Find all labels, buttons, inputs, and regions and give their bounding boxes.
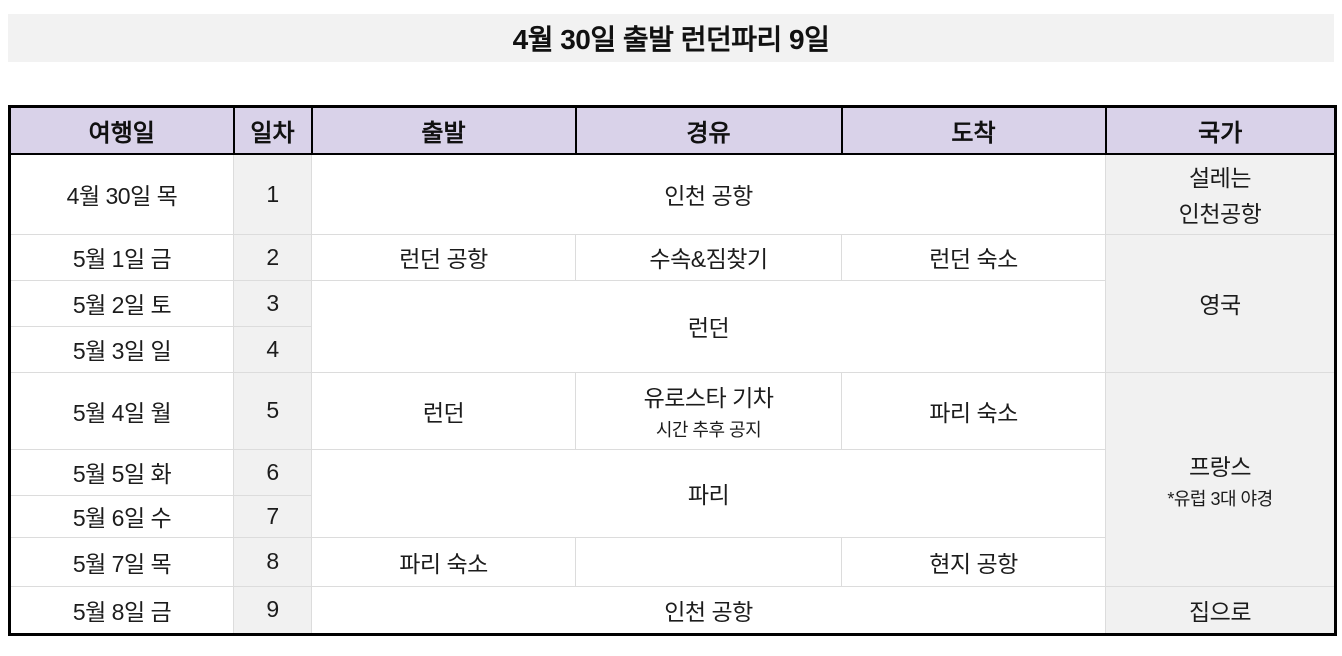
cell-day-number: 2 bbox=[233, 233, 312, 281]
cell-travel-date: 4월 30일 목 bbox=[9, 153, 234, 235]
country-main-label: 프랑스 bbox=[1189, 453, 1251, 480]
cell-day-number: 5 bbox=[233, 371, 312, 450]
country-line-2: 인천공항 bbox=[1178, 201, 1262, 228]
cell-departure: 런던 공항 bbox=[311, 233, 576, 281]
cell-day-number: 4 bbox=[233, 325, 312, 373]
header-cell-country: 국가 bbox=[1104, 105, 1337, 155]
itinerary-table: 여행일 일차 출발 경유 도착 국가 4월 30일 목 1 인천 공항 설레는 … bbox=[8, 105, 1337, 636]
itinerary-row-day2: 5월 1일 금 2 런던 공항 수속&짐찾기 런던 숙소 영국 bbox=[9, 233, 1336, 373]
cell-travel-date: 5월 4일 월 bbox=[9, 371, 234, 450]
header-row: 여행일 일차 출발 경유 도착 국가 bbox=[8, 105, 1337, 155]
cell-via: 유로스타 기차 시간 추후 공지 bbox=[575, 371, 842, 450]
cell-day-number: 8 bbox=[233, 536, 312, 587]
header-cell-day-number: 일차 bbox=[232, 105, 313, 155]
cell-travel-date: 5월 5일 화 bbox=[9, 448, 234, 496]
cell-day-number: 9 bbox=[233, 585, 312, 635]
itinerary-row-day8: 5월 7일 목 8 파리 숙소 현지 공항 bbox=[9, 536, 1336, 587]
itinerary-row-day9: 5월 8일 금 9 인천 공항 집으로 bbox=[9, 585, 1336, 635]
page: { "title": "4월 30일 출발 런던파리 9일", "colors"… bbox=[0, 14, 1342, 656]
header-cell-travel-date: 여행일 bbox=[8, 105, 235, 155]
cell-departure: 파리 숙소 bbox=[311, 536, 576, 587]
cell-arrival: 현지 공항 bbox=[841, 536, 1106, 587]
cell-country-france: 프랑스 *유럽 3대 야경 bbox=[1105, 371, 1336, 587]
cell-travel-date: 5월 2일 토 bbox=[9, 279, 234, 327]
cell-route-merged: 인천 공항 bbox=[311, 585, 1106, 635]
cell-country-home: 집으로 bbox=[1105, 585, 1336, 635]
cell-route-merged: 인천 공항 bbox=[311, 153, 1106, 235]
cell-arrival: 파리 숙소 bbox=[841, 371, 1106, 450]
title-banner: 4월 30일 출발 런던파리 9일 bbox=[8, 14, 1334, 62]
itinerary-row-day3: 5월 2일 토 3 런던 bbox=[9, 279, 1336, 373]
country-sub-label: *유럽 3대 야경 bbox=[1167, 488, 1273, 509]
page-title: 4월 30일 출발 런던파리 9일 bbox=[512, 24, 830, 55]
country-line-1: 설레는 bbox=[1189, 165, 1251, 192]
cell-route-merged: 파리 bbox=[311, 448, 1106, 538]
header-cell-arrival: 도착 bbox=[840, 105, 1107, 155]
cell-arrival: 런던 숙소 bbox=[841, 233, 1106, 281]
itinerary-row-day5: 5월 4일 월 5 런던 유로스타 기차 시간 추후 공지 파리 숙소 프랑스 … bbox=[9, 371, 1336, 587]
cell-route-merged: 런던 bbox=[311, 279, 1106, 373]
via-main-label: 유로스타 기차 bbox=[643, 385, 774, 411]
cell-travel-date: 5월 6일 수 bbox=[9, 494, 234, 538]
header-cell-departure: 출발 bbox=[310, 105, 577, 155]
cell-via: 수속&짐찾기 bbox=[575, 233, 842, 281]
cell-departure: 런던 bbox=[311, 371, 576, 450]
via-sub-label: 시간 추후 공지 bbox=[655, 420, 762, 440]
cell-travel-date: 5월 7일 목 bbox=[9, 536, 234, 587]
itinerary-row-day6: 5월 5일 화 6 파리 bbox=[9, 448, 1336, 538]
cell-travel-date: 5월 3일 일 bbox=[9, 325, 234, 373]
itinerary-row-day7: 5월 6일 수 7 bbox=[9, 494, 1336, 538]
header-cell-via: 경유 bbox=[574, 105, 843, 155]
cell-day-number: 3 bbox=[233, 279, 312, 327]
cell-day-number: 6 bbox=[233, 448, 312, 496]
itinerary-row-day1: 4월 30일 목 1 인천 공항 설레는 인천공항 bbox=[9, 153, 1336, 235]
cell-country-uk: 영국 bbox=[1105, 233, 1336, 373]
cell-via-empty bbox=[575, 536, 842, 587]
cell-travel-date: 5월 1일 금 bbox=[9, 233, 234, 281]
cell-country: 설레는 인천공항 bbox=[1105, 153, 1336, 235]
cell-day-number: 1 bbox=[233, 153, 312, 235]
cell-travel-date: 5월 8일 금 bbox=[9, 585, 234, 635]
cell-day-number: 7 bbox=[233, 494, 312, 538]
